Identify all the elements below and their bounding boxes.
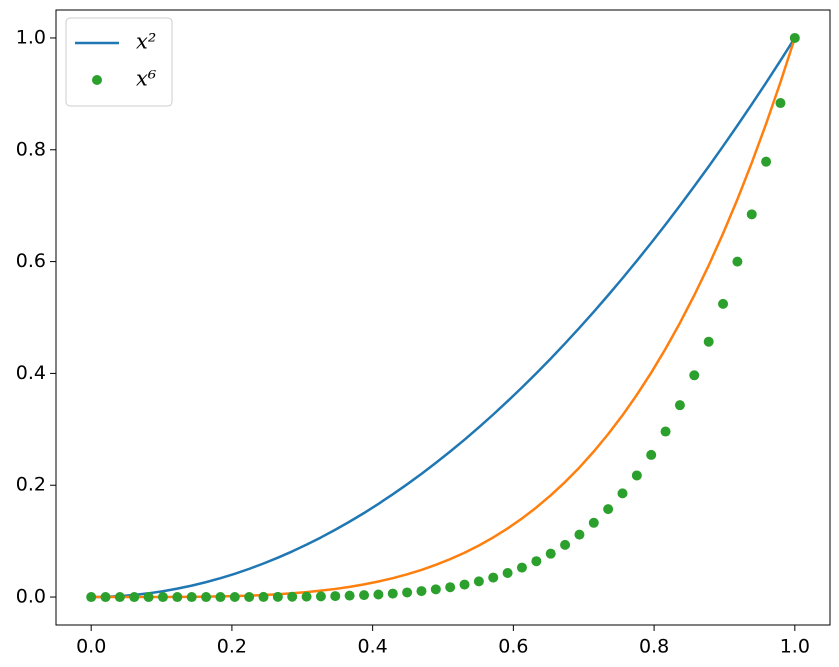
x-tick-label: 0.4	[358, 636, 388, 658]
data-point	[86, 592, 97, 603]
data-point	[373, 589, 384, 600]
data-point	[545, 548, 556, 559]
legend-label: x⁶	[136, 67, 157, 91]
data-point	[674, 400, 685, 411]
legend-label: x²	[136, 30, 156, 54]
y-tick-label: 0.0	[16, 586, 46, 608]
data-point	[703, 336, 714, 347]
y-tick-label: 0.6	[16, 250, 46, 272]
data-point	[129, 592, 140, 603]
y-tick-label: 0.8	[16, 138, 46, 160]
y-tick-label: 0.4	[16, 362, 46, 384]
data-point	[287, 591, 298, 602]
data-point	[387, 588, 398, 599]
data-point	[560, 539, 571, 550]
data-point	[775, 98, 786, 109]
data-point	[100, 592, 111, 603]
data-point	[746, 209, 757, 220]
y-tick-label: 1.0	[16, 26, 46, 48]
data-point	[344, 590, 355, 601]
data-point	[689, 370, 700, 381]
x-tick-label: 0.2	[217, 636, 247, 658]
data-point	[631, 470, 642, 481]
data-point	[172, 592, 183, 603]
legend-box	[65, 17, 173, 107]
data-point	[258, 591, 269, 602]
y-tick-label: 0.2	[16, 474, 46, 496]
data-point	[416, 586, 427, 597]
data-point	[488, 572, 499, 583]
data-point	[402, 587, 413, 598]
data-point	[272, 591, 283, 602]
data-point	[244, 591, 255, 602]
data-point	[603, 504, 614, 515]
data-point	[660, 426, 671, 437]
data-point	[718, 298, 729, 309]
x-tick-label: 0.0	[76, 636, 106, 658]
data-point	[143, 592, 154, 603]
data-point	[330, 591, 341, 602]
x-tick-label: 1.0	[780, 636, 810, 658]
data-point	[301, 591, 312, 602]
data-point	[789, 32, 800, 43]
data-point	[229, 591, 240, 602]
data-point	[359, 590, 370, 601]
data-point	[646, 449, 657, 460]
x-tick-label: 0.6	[498, 636, 528, 658]
data-point	[186, 592, 197, 603]
data-point	[473, 576, 484, 587]
data-point	[445, 582, 456, 593]
data-point	[215, 592, 226, 603]
data-point	[459, 579, 470, 590]
data-line	[91, 37, 796, 599]
data-point	[574, 529, 585, 540]
plot-frame	[55, 9, 831, 626]
data-point	[516, 562, 527, 573]
data-point	[531, 556, 542, 567]
data-point	[617, 488, 628, 499]
data-point	[114, 592, 125, 603]
x-tick-label: 0.8	[639, 636, 669, 658]
legend-marker	[92, 75, 102, 85]
data-point	[588, 517, 599, 528]
data-point	[157, 592, 168, 603]
data-point	[430, 584, 441, 595]
data-point	[761, 156, 772, 167]
data-point	[502, 568, 513, 579]
data-point	[315, 591, 326, 602]
data-line	[91, 37, 797, 599]
data-point	[732, 256, 743, 267]
data-point	[201, 592, 212, 603]
